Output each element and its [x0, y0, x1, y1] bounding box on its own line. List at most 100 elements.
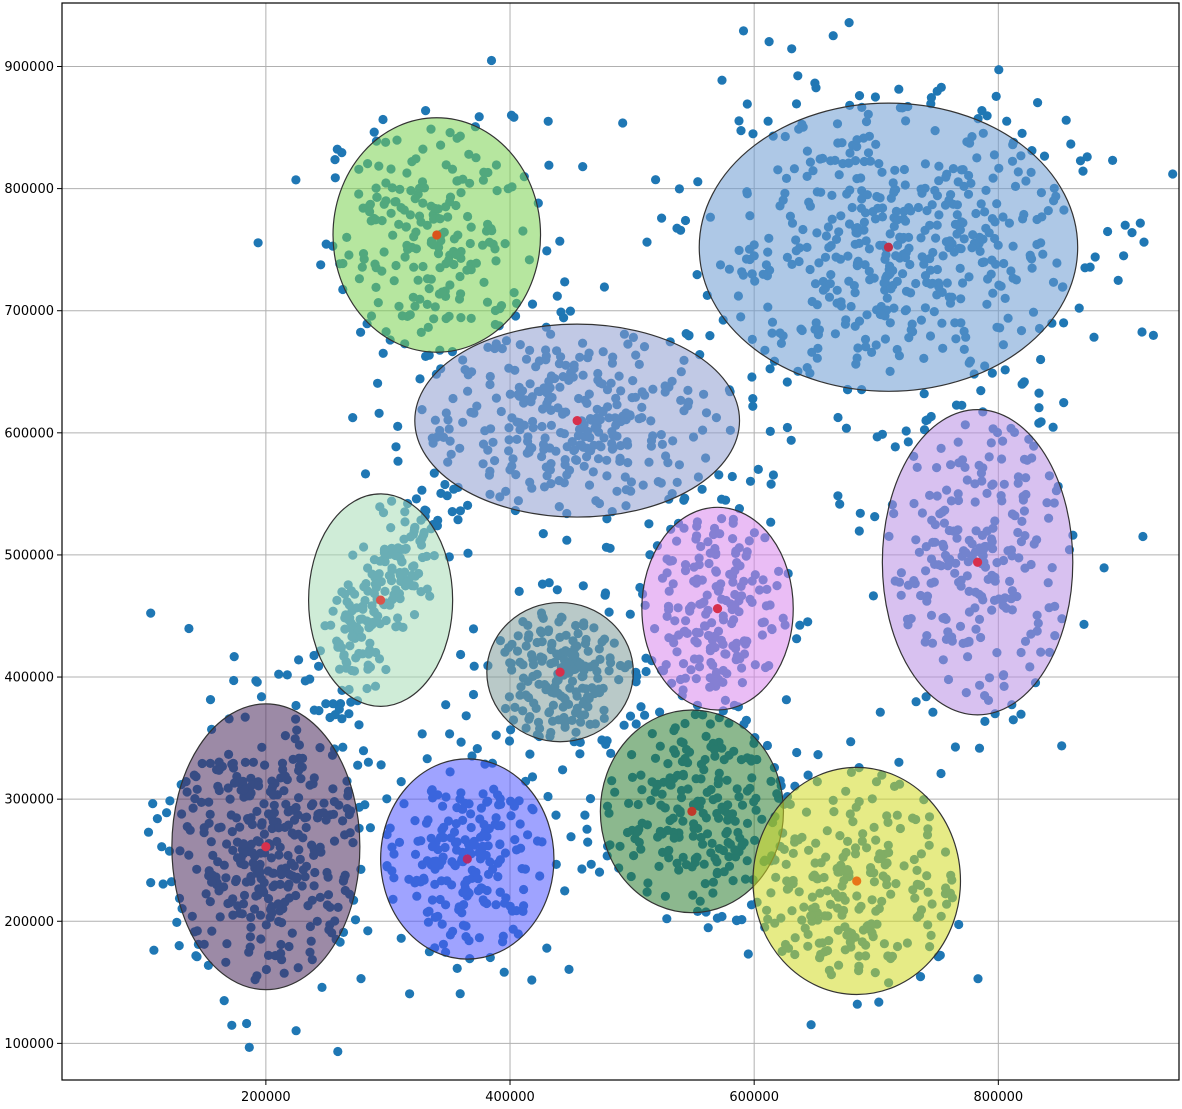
- data-point: [976, 386, 986, 396]
- data-point: [619, 720, 629, 730]
- data-point: [378, 114, 388, 125]
- data-point: [461, 711, 471, 721]
- data-point: [337, 148, 347, 158]
- data-point: [442, 491, 452, 501]
- data-point: [317, 982, 327, 993]
- data-point: [564, 964, 574, 975]
- data-point: [328, 699, 338, 709]
- data-point: [542, 246, 552, 256]
- data-point: [353, 760, 363, 770]
- data-point: [455, 506, 465, 516]
- data-point: [158, 879, 168, 889]
- y-axis-ticks: 100000 200000 300000 400000 500000 600000 7000…: [4, 60, 62, 1052]
- cluster-centroid: [572, 416, 582, 426]
- data-point: [452, 963, 462, 974]
- data-point: [868, 591, 879, 601]
- cluster-centroid: [883, 242, 894, 252]
- data-point: [274, 669, 284, 679]
- data-point: [1033, 98, 1043, 108]
- data-point: [338, 742, 348, 752]
- data-point: [152, 814, 162, 824]
- data-point: [672, 223, 682, 233]
- data-point: [870, 511, 880, 522]
- data-point: [558, 765, 568, 775]
- data-point: [1119, 251, 1129, 261]
- data-point: [242, 1018, 252, 1029]
- data-point: [714, 470, 724, 480]
- data-point: [560, 886, 570, 896]
- data-point: [919, 425, 930, 435]
- data-point: [537, 579, 548, 589]
- data-point: [1002, 116, 1012, 126]
- cluster-centroid: [261, 842, 271, 852]
- data-point: [149, 945, 159, 955]
- data-point: [901, 426, 911, 436]
- data-point: [919, 389, 929, 399]
- data-point: [330, 155, 340, 165]
- data-point: [440, 479, 450, 490]
- data-point: [1139, 237, 1149, 247]
- data-point: [560, 277, 570, 287]
- data-point: [421, 106, 431, 116]
- data-point: [697, 484, 707, 494]
- data-point: [957, 400, 967, 410]
- data-point: [870, 92, 881, 102]
- data-point: [705, 331, 715, 341]
- cluster-centroid: [555, 667, 565, 677]
- data-point: [602, 514, 612, 524]
- y-tick-label: 200000: [4, 915, 54, 930]
- data-point: [162, 808, 172, 818]
- data-point: [763, 116, 773, 126]
- data-point: [1034, 403, 1044, 413]
- data-point: [555, 236, 565, 246]
- data-point: [565, 306, 576, 316]
- data-point: [828, 31, 838, 41]
- data-point: [219, 996, 229, 1006]
- data-point: [748, 129, 758, 139]
- y-tick-label: 600000: [4, 426, 54, 441]
- data-point: [731, 915, 742, 925]
- data-point: [745, 476, 756, 486]
- data-point: [1079, 619, 1089, 630]
- data-point: [294, 655, 304, 665]
- data-point: [374, 408, 384, 418]
- data-point: [911, 697, 921, 707]
- cluster-centroid: [462, 854, 472, 864]
- cluster-centroid: [852, 876, 862, 886]
- data-point: [251, 676, 261, 686]
- data-point: [582, 824, 592, 834]
- x-tick-label: 200000: [241, 1090, 291, 1105]
- data-point: [765, 426, 775, 436]
- data-point: [625, 711, 636, 721]
- cluster-centroid: [432, 230, 442, 240]
- data-point: [640, 710, 650, 720]
- data-point: [935, 950, 945, 960]
- data-point: [600, 588, 611, 598]
- data-point: [393, 421, 403, 431]
- data-point: [1036, 417, 1046, 427]
- data-point: [1000, 365, 1010, 375]
- data-point: [575, 749, 585, 759]
- data-point: [432, 521, 442, 531]
- data-point: [363, 926, 373, 936]
- data-point: [727, 471, 737, 482]
- data-point: [915, 972, 926, 982]
- data-point: [618, 118, 628, 128]
- data-point: [191, 951, 201, 961]
- cluster-centroid: [712, 604, 723, 614]
- data-point: [743, 949, 753, 959]
- data-point: [1061, 115, 1071, 125]
- data-point: [445, 729, 455, 739]
- data-point: [703, 923, 713, 933]
- data-point: [684, 331, 694, 341]
- data-point: [365, 823, 375, 833]
- data-point: [657, 213, 667, 223]
- data-point: [469, 661, 479, 671]
- data-point: [765, 364, 775, 374]
- data-point: [1148, 330, 1158, 340]
- cluster-layer: [171, 102, 1079, 996]
- data-point: [146, 608, 156, 618]
- data-point: [599, 282, 610, 292]
